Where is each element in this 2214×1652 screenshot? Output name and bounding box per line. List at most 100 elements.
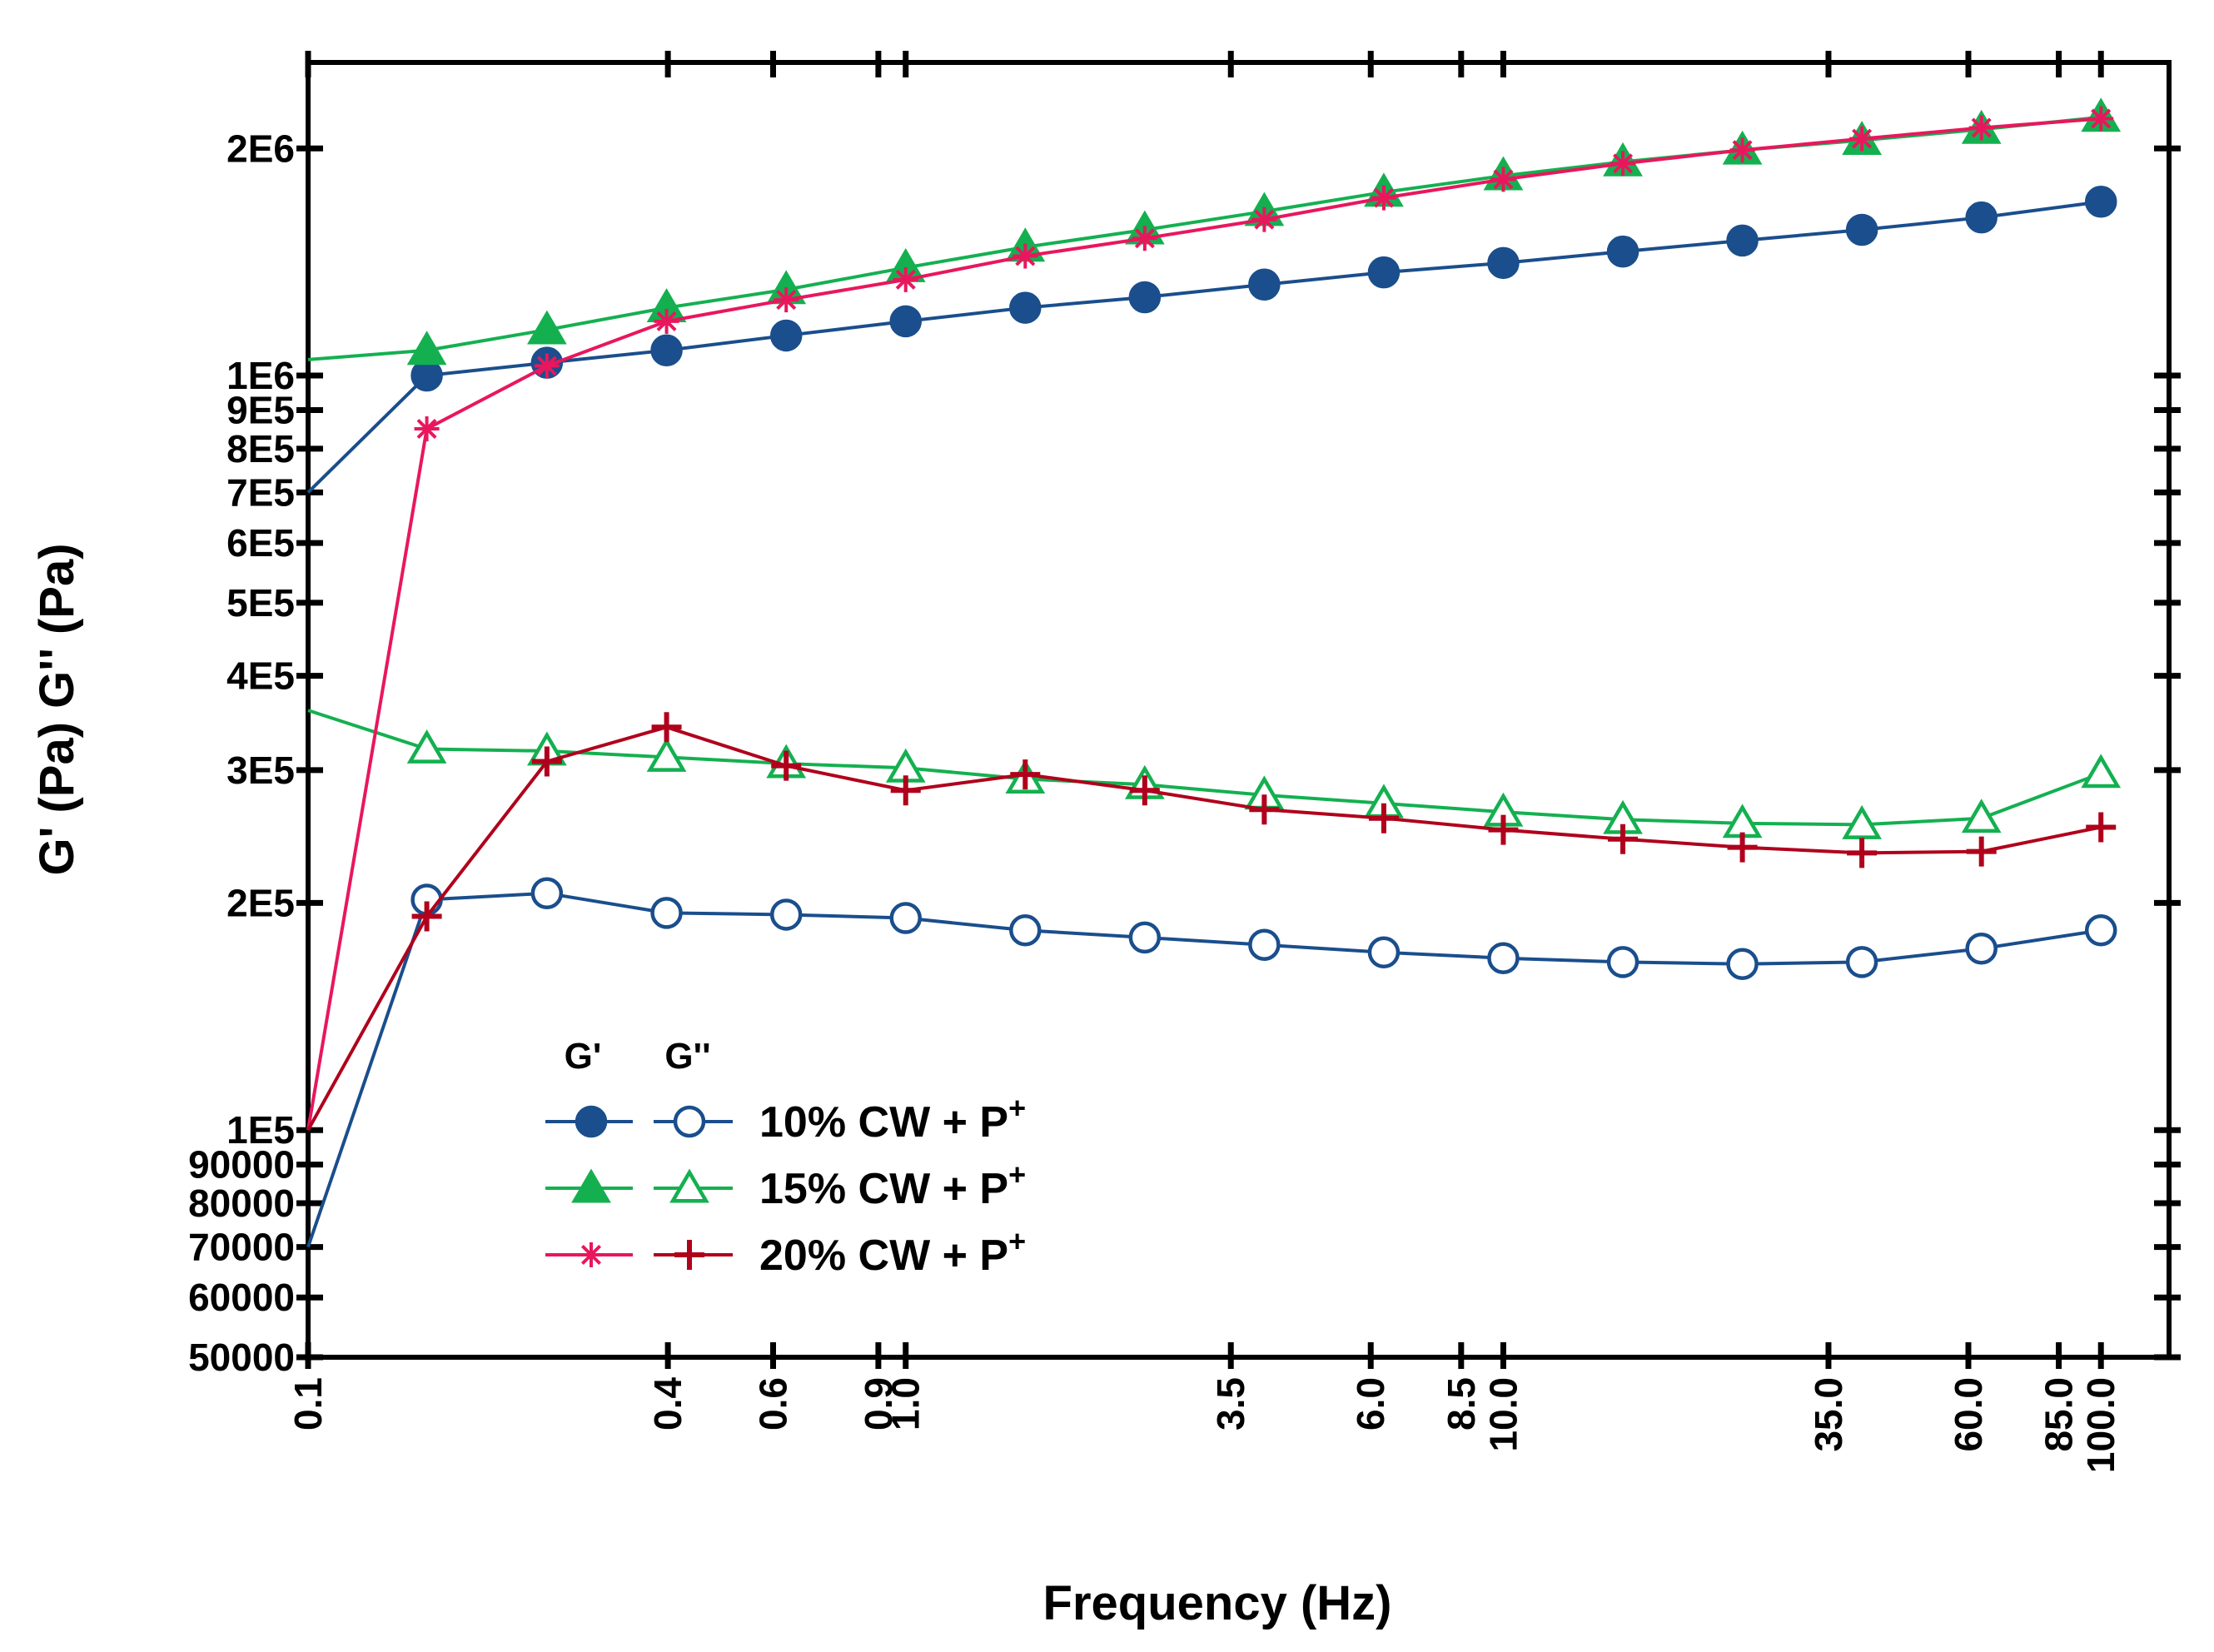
data-point bbox=[1727, 832, 1758, 863]
data-point bbox=[769, 898, 803, 931]
data-point bbox=[1849, 126, 1875, 152]
x-tick-label: 85.0 bbox=[2037, 1377, 2081, 1452]
legend-header-gdoubleprime: G'' bbox=[664, 1036, 710, 1077]
y-axis-title: G' (Pa) G'' (Pa) bbox=[30, 543, 84, 875]
data-point bbox=[406, 729, 447, 764]
data-point bbox=[1845, 946, 1878, 978]
series-5 bbox=[306, 712, 2117, 1132]
y-tick-label: 8E5 bbox=[226, 427, 295, 470]
data-point bbox=[1251, 206, 1277, 232]
x-tick-label: 0.9 bbox=[857, 1377, 900, 1431]
data-point bbox=[2084, 185, 2117, 218]
data-point bbox=[1610, 151, 1636, 177]
x-tick-label: 6.0 bbox=[1349, 1377, 1392, 1431]
y-tick-label: 1E5 bbox=[226, 1108, 295, 1152]
data-point bbox=[650, 334, 683, 367]
y-tick-label: 90000 bbox=[188, 1143, 295, 1187]
data-point bbox=[889, 305, 922, 338]
legend-marker-gdoubleprime bbox=[673, 1105, 706, 1138]
y-tick-label: 70000 bbox=[188, 1226, 295, 1269]
legend: G' G'' 10% CW + P+ 15% CW + P+ 20% CW + P+ bbox=[545, 1036, 1026, 1280]
data-point bbox=[1129, 775, 1160, 806]
plot-frame bbox=[306, 60, 2172, 1360]
x-tick-label: 8.5 bbox=[1440, 1377, 1483, 1431]
data-point bbox=[1248, 268, 1281, 301]
legend-entry: 20% CW + P+ bbox=[545, 1224, 1026, 1280]
data-point bbox=[1966, 836, 1997, 867]
y-tick-label: 1E6 bbox=[226, 354, 295, 397]
x-tick-label: 10.0 bbox=[1481, 1377, 1525, 1452]
legend-marker-gprime bbox=[575, 1105, 608, 1138]
data-point bbox=[1726, 948, 1759, 981]
y-tick-label: 80000 bbox=[188, 1182, 295, 1225]
data-point bbox=[410, 359, 443, 392]
y-tick-label: 4E5 bbox=[226, 654, 295, 698]
series-line bbox=[306, 200, 2102, 494]
y-tick-label: 2E5 bbox=[226, 881, 295, 924]
legend-header-gprime: G' bbox=[565, 1036, 602, 1077]
data-point bbox=[1965, 932, 1998, 965]
y-tick-label: 2E6 bbox=[226, 127, 295, 170]
legend-marker-gprime bbox=[571, 1168, 611, 1203]
data-point bbox=[650, 897, 683, 929]
data-point bbox=[651, 712, 682, 743]
legend-label-superscript: + bbox=[1008, 1224, 1026, 1258]
data-point bbox=[1128, 921, 1162, 954]
data-point bbox=[1842, 804, 1882, 839]
x-tick-label: 1.0 bbox=[884, 1377, 928, 1431]
legend-label-superscript: + bbox=[1008, 1157, 1026, 1192]
data-point bbox=[531, 746, 562, 777]
data-point bbox=[1729, 137, 1755, 163]
x-tick-label: 0.4 bbox=[646, 1377, 689, 1431]
x-axis-title: Frequency (Hz) bbox=[1043, 1576, 1392, 1630]
data-point bbox=[2084, 913, 2117, 947]
data-point bbox=[406, 331, 447, 366]
data-point bbox=[1847, 838, 1878, 868]
series-line bbox=[306, 117, 2102, 1131]
data-point bbox=[1487, 246, 1520, 280]
data-point bbox=[769, 319, 803, 352]
legend-label: 20% CW + P+ bbox=[759, 1224, 1026, 1280]
data-point bbox=[414, 415, 440, 441]
x-tick-label: 100.0 bbox=[2079, 1377, 2122, 1473]
y-tick-label: 5E5 bbox=[226, 581, 295, 624]
data-point bbox=[774, 287, 799, 313]
legend-marker-gdoubleprime bbox=[669, 1168, 709, 1203]
data-point bbox=[1367, 256, 1401, 289]
data-point bbox=[1010, 759, 1041, 790]
y-tick-label: 50000 bbox=[188, 1336, 295, 1379]
data-point bbox=[1845, 213, 1878, 246]
data-series bbox=[306, 97, 2122, 1248]
x-tick-label: 0.6 bbox=[752, 1377, 795, 1431]
legend-label: 15% CW + P+ bbox=[759, 1157, 1026, 1213]
data-point bbox=[1371, 185, 1396, 211]
y-tick-label: 7E5 bbox=[226, 470, 295, 514]
data-point bbox=[1009, 291, 1042, 324]
data-point bbox=[1488, 814, 1519, 845]
data-point bbox=[411, 901, 442, 932]
legend-entry: 15% CW + P+ bbox=[545, 1157, 1026, 1213]
data-point bbox=[646, 737, 687, 772]
y-tick-label: 6E5 bbox=[226, 521, 295, 565]
x-tick-label: 35.0 bbox=[1807, 1377, 1850, 1452]
y-tick-label: 3E5 bbox=[226, 749, 295, 792]
y-tick-label: 9E5 bbox=[226, 389, 295, 432]
series-0 bbox=[306, 185, 2117, 494]
series-line bbox=[306, 891, 2102, 1248]
series-line bbox=[307, 709, 2102, 827]
data-point bbox=[1961, 799, 2002, 833]
x-tick-labels: 0.1 0.4 0.6 0.91.0 3.5 6.0 8.510.0 35.0 60.0 85.0… bbox=[286, 1377, 2122, 1474]
data-point bbox=[1012, 243, 1038, 269]
series-3 bbox=[307, 709, 2122, 839]
legend-label-superscript: + bbox=[1008, 1091, 1026, 1125]
x-tick-label: 60.0 bbox=[1947, 1377, 1990, 1452]
data-point bbox=[1367, 936, 1401, 969]
data-point bbox=[2088, 106, 2114, 132]
data-point bbox=[1368, 803, 1399, 833]
x-tick-label: 3.5 bbox=[1209, 1377, 1252, 1431]
data-point bbox=[1965, 201, 1998, 234]
data-point bbox=[534, 353, 560, 379]
data-point bbox=[893, 266, 918, 292]
